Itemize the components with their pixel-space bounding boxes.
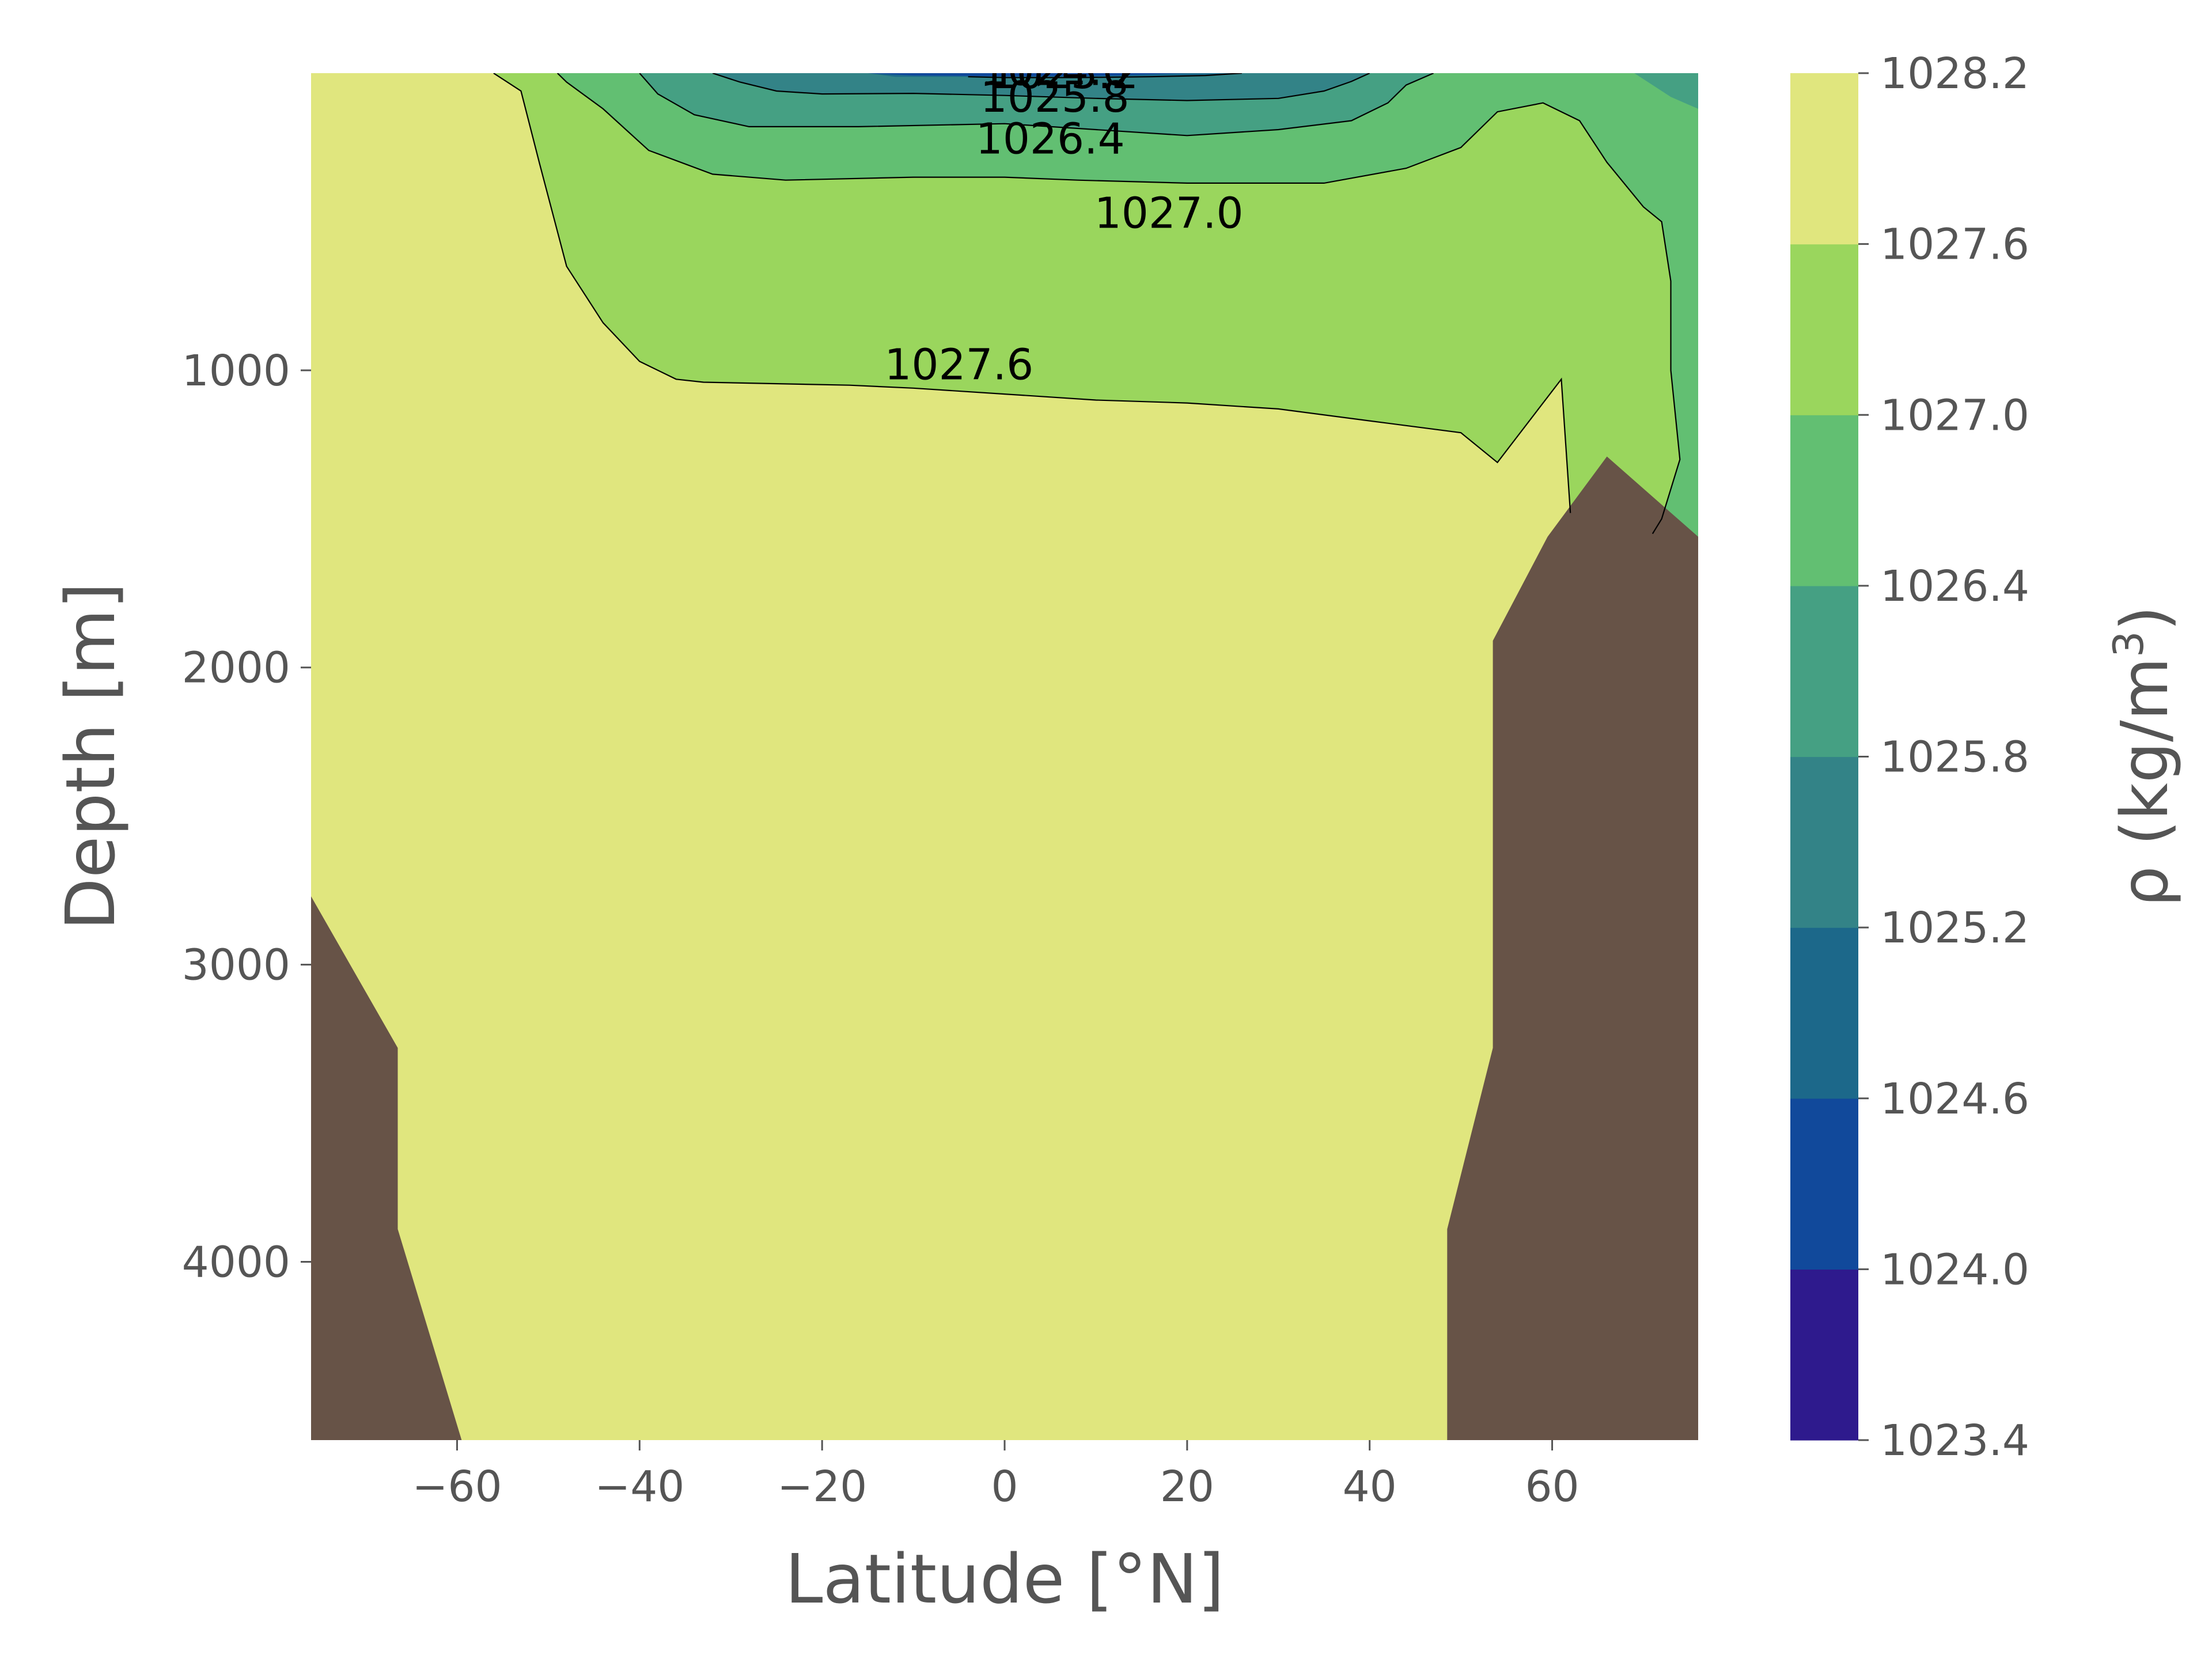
colorbar-label-superscript: 3 (2104, 631, 2153, 657)
colorbar-band-7 (1790, 73, 1858, 245)
contour-line-1025.2 (968, 73, 1242, 78)
colorbar-band-2 (1790, 927, 1858, 1099)
colorbar-tick-label-8: 1028.2 (1880, 49, 2029, 99)
x-tick-label-1: −40 (594, 1462, 684, 1512)
contour-label-5: 1027.6 (884, 340, 1033, 389)
y-axis: 1000 2000 3000 4000 (182, 346, 311, 1287)
bathymetry-land (311, 456, 1698, 1440)
colorbar-band-0 (1790, 1269, 1858, 1441)
colorbar-tick-label-4: 1025.8 (1880, 733, 2029, 782)
colorbar-tick-label-7: 1027.6 (1880, 220, 2029, 270)
contour-line-1025.8 (712, 73, 1370, 101)
colorbar-band-3 (1790, 756, 1858, 928)
colorbar-tick-label-3: 1025.2 (1880, 903, 2029, 953)
colorbar-label-close: ) (2108, 606, 2183, 631)
colorbar-tick-label-5: 1026.4 (1880, 562, 2029, 611)
y-tick-label-0: 1000 (182, 346, 290, 396)
x-tick-label-2: −20 (777, 1462, 867, 1512)
y-axis-label: Depth [m] (51, 582, 130, 930)
colorbar-band-5 (1790, 415, 1858, 586)
colorbar-label: ρ (kg/m3) (2104, 606, 2183, 907)
x-axis-label: Latitude [°N] (785, 1539, 1225, 1619)
x-tick-label-6: 60 (1525, 1462, 1579, 1512)
colorbar-band-6 (1790, 244, 1858, 415)
y-tick-label-3: 4000 (182, 1237, 290, 1287)
contour-label-2: 1025.8 (980, 73, 1130, 122)
density-region-1 (493, 73, 1698, 513)
y-tick-label-2: 3000 (182, 941, 290, 990)
contour-label-1: 1025.2 (990, 49, 1139, 99)
contour-lines (493, 73, 1681, 535)
contour-label-0: 1024.0 (980, 46, 1130, 96)
contour-line-1026.4 (639, 73, 1434, 137)
contour-label-3: 1026.4 (976, 114, 1125, 164)
density-region-5 (713, 73, 1370, 101)
y-tick-label-1: 2000 (182, 643, 290, 693)
density-region-4 (1634, 73, 1698, 109)
x-tick-label-4: 20 (1160, 1462, 1214, 1512)
colorbar-tick-label-1: 1024.0 (1880, 1245, 2029, 1294)
contour-line-1027.0 (556, 73, 1681, 535)
colorbar-tick-label-6: 1027.0 (1880, 391, 2029, 440)
x-tick-label-0: −60 (412, 1462, 502, 1512)
x-axis: −60 −40 −20 0 20 40 60 (412, 1440, 1580, 1512)
colorbar-tick-label-2: 1024.6 (1880, 1074, 2029, 1124)
x-tick-label-3: 0 (991, 1462, 1018, 1512)
colorbar-tick-label-0: 1023.4 (1880, 1416, 2029, 1465)
colorbar-label-main: ρ (kg/m (2108, 657, 2183, 907)
density-region-2 (557, 73, 1698, 537)
colorbar-band-4 (1790, 585, 1858, 757)
contour-line-1027.6 (493, 73, 1571, 513)
density-region-7 (868, 73, 1187, 77)
colorbar: 1023.4 1024.0 1024.6 1025.2 1025.8 1026.4 1027… (1790, 49, 2029, 1465)
contour-label-4: 1027.0 (1094, 188, 1244, 238)
colorbar-band-1 (1790, 1098, 1858, 1270)
density-fill-regions (311, 73, 1698, 1440)
x-tick-label-5: 40 (1343, 1462, 1397, 1512)
land-mass-0 (311, 896, 462, 1440)
land-mass-1 (1447, 456, 1698, 1440)
